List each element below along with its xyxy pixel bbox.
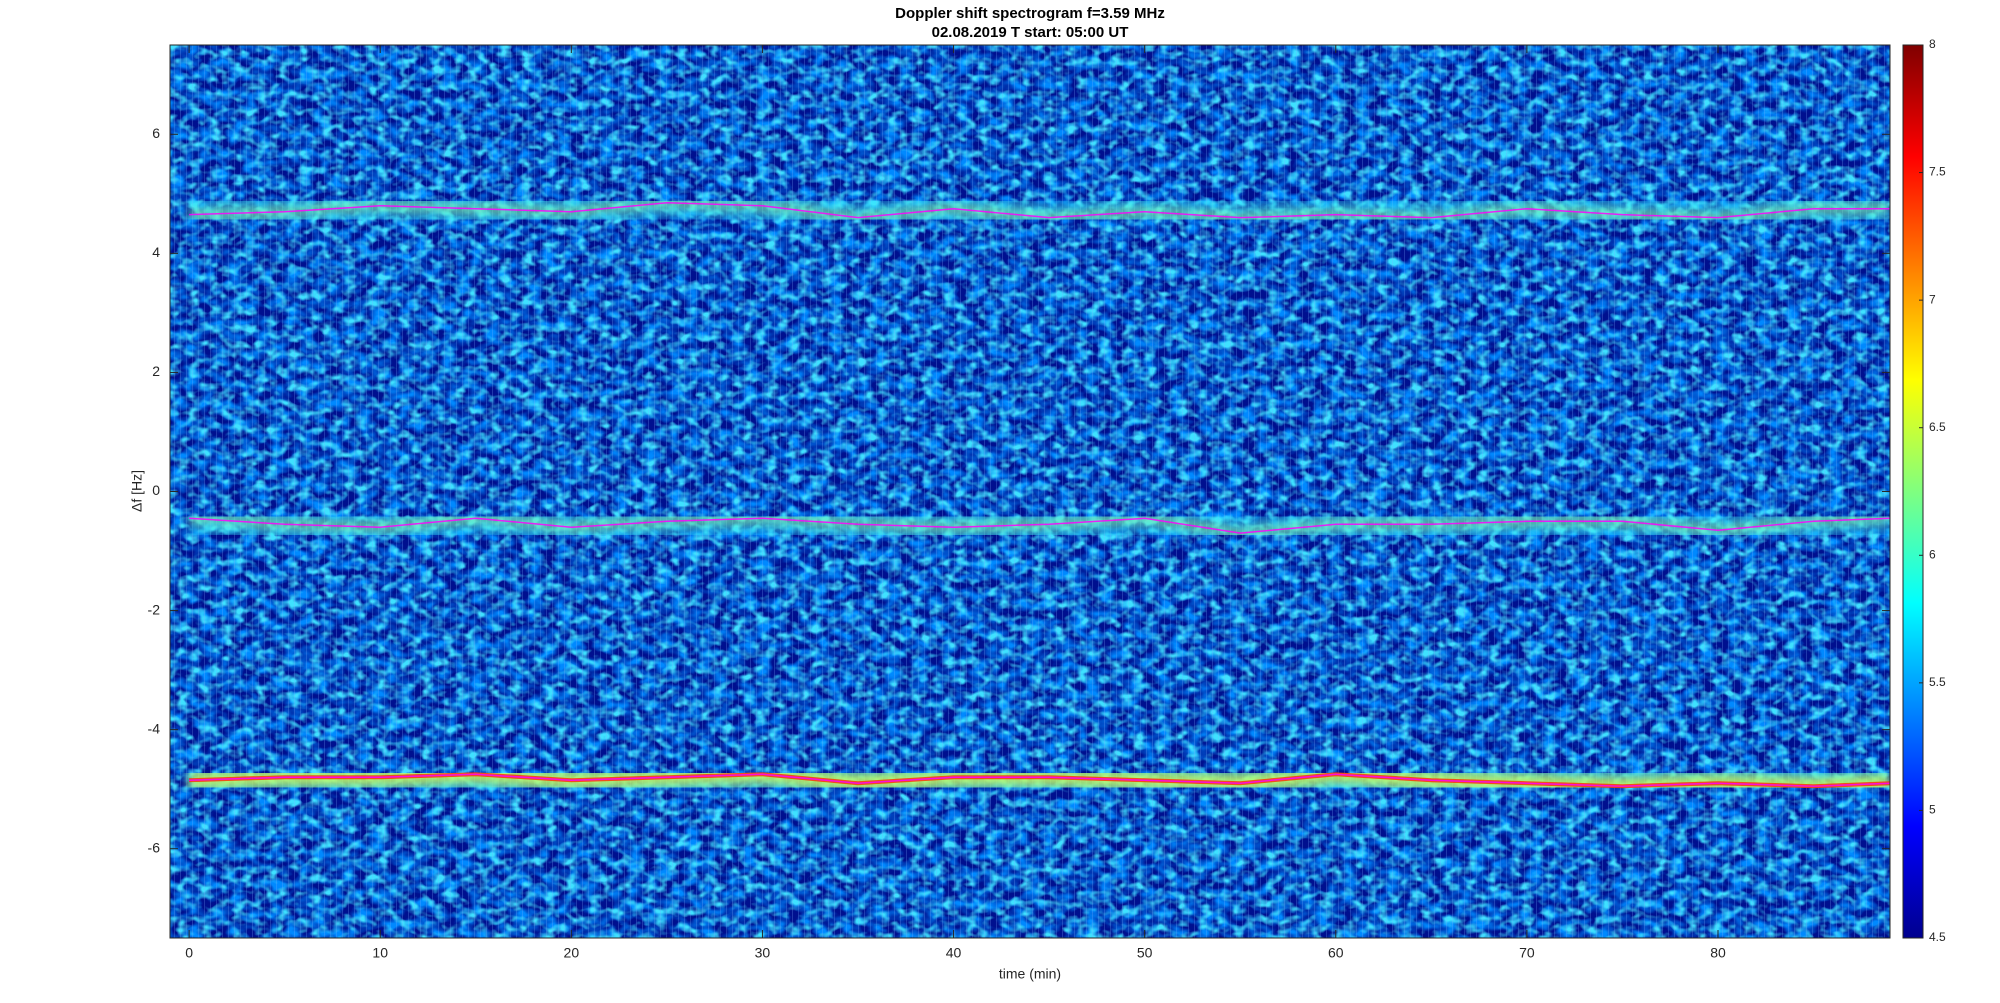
y-tick-label: 4 [152,244,160,260]
doppler-trace [189,202,1890,219]
y-tick-label: 6 [152,125,160,141]
x-tick-label: 20 [564,945,580,961]
doppler-trace [189,773,1890,787]
colorbar-tick-label: 7 [1929,292,1936,306]
colorbar-tick-label: 5.5 [1929,675,1946,689]
x-tick-label: 50 [1137,945,1153,961]
x-tick-label: 40 [946,945,962,961]
y-tick-label: 2 [152,363,160,379]
x-tick-label: 80 [1710,945,1726,961]
colorbar [1902,44,1924,939]
y-tick-label: -4 [148,720,161,736]
colorbar-tick-label: 8 [1929,37,1936,51]
y-tick-label: 0 [152,482,160,498]
x-tick-label: 70 [1519,945,1535,961]
colorbar-tick-label: 6 [1929,547,1936,561]
x-tick-label: 30 [755,945,771,961]
colorbar-tick-label: 6.5 [1929,420,1946,434]
y-axis-label: Δf [Hz] [129,470,145,512]
colorbar-tick-label: 5 [1929,803,1936,817]
y-tick-label: -2 [148,601,161,617]
chart-title: Doppler shift spectrogram f=3.59 MHz [895,5,1165,22]
spectrogram-image [170,45,1890,938]
x-tick-label: 60 [1328,945,1344,961]
doppler-trace [189,517,1890,534]
colorbar-tick-label: 7.5 [1929,165,1946,179]
x-tick-label: 10 [372,945,388,961]
chart-subtitle: 02.08.2019 T start: 05:00 UT [932,24,1129,41]
y-tick-label: -6 [148,839,161,855]
colorbar-tick-label: 4.5 [1929,930,1946,944]
x-axis-label: time (min) [999,966,1061,982]
x-tick-label: 0 [185,945,193,961]
